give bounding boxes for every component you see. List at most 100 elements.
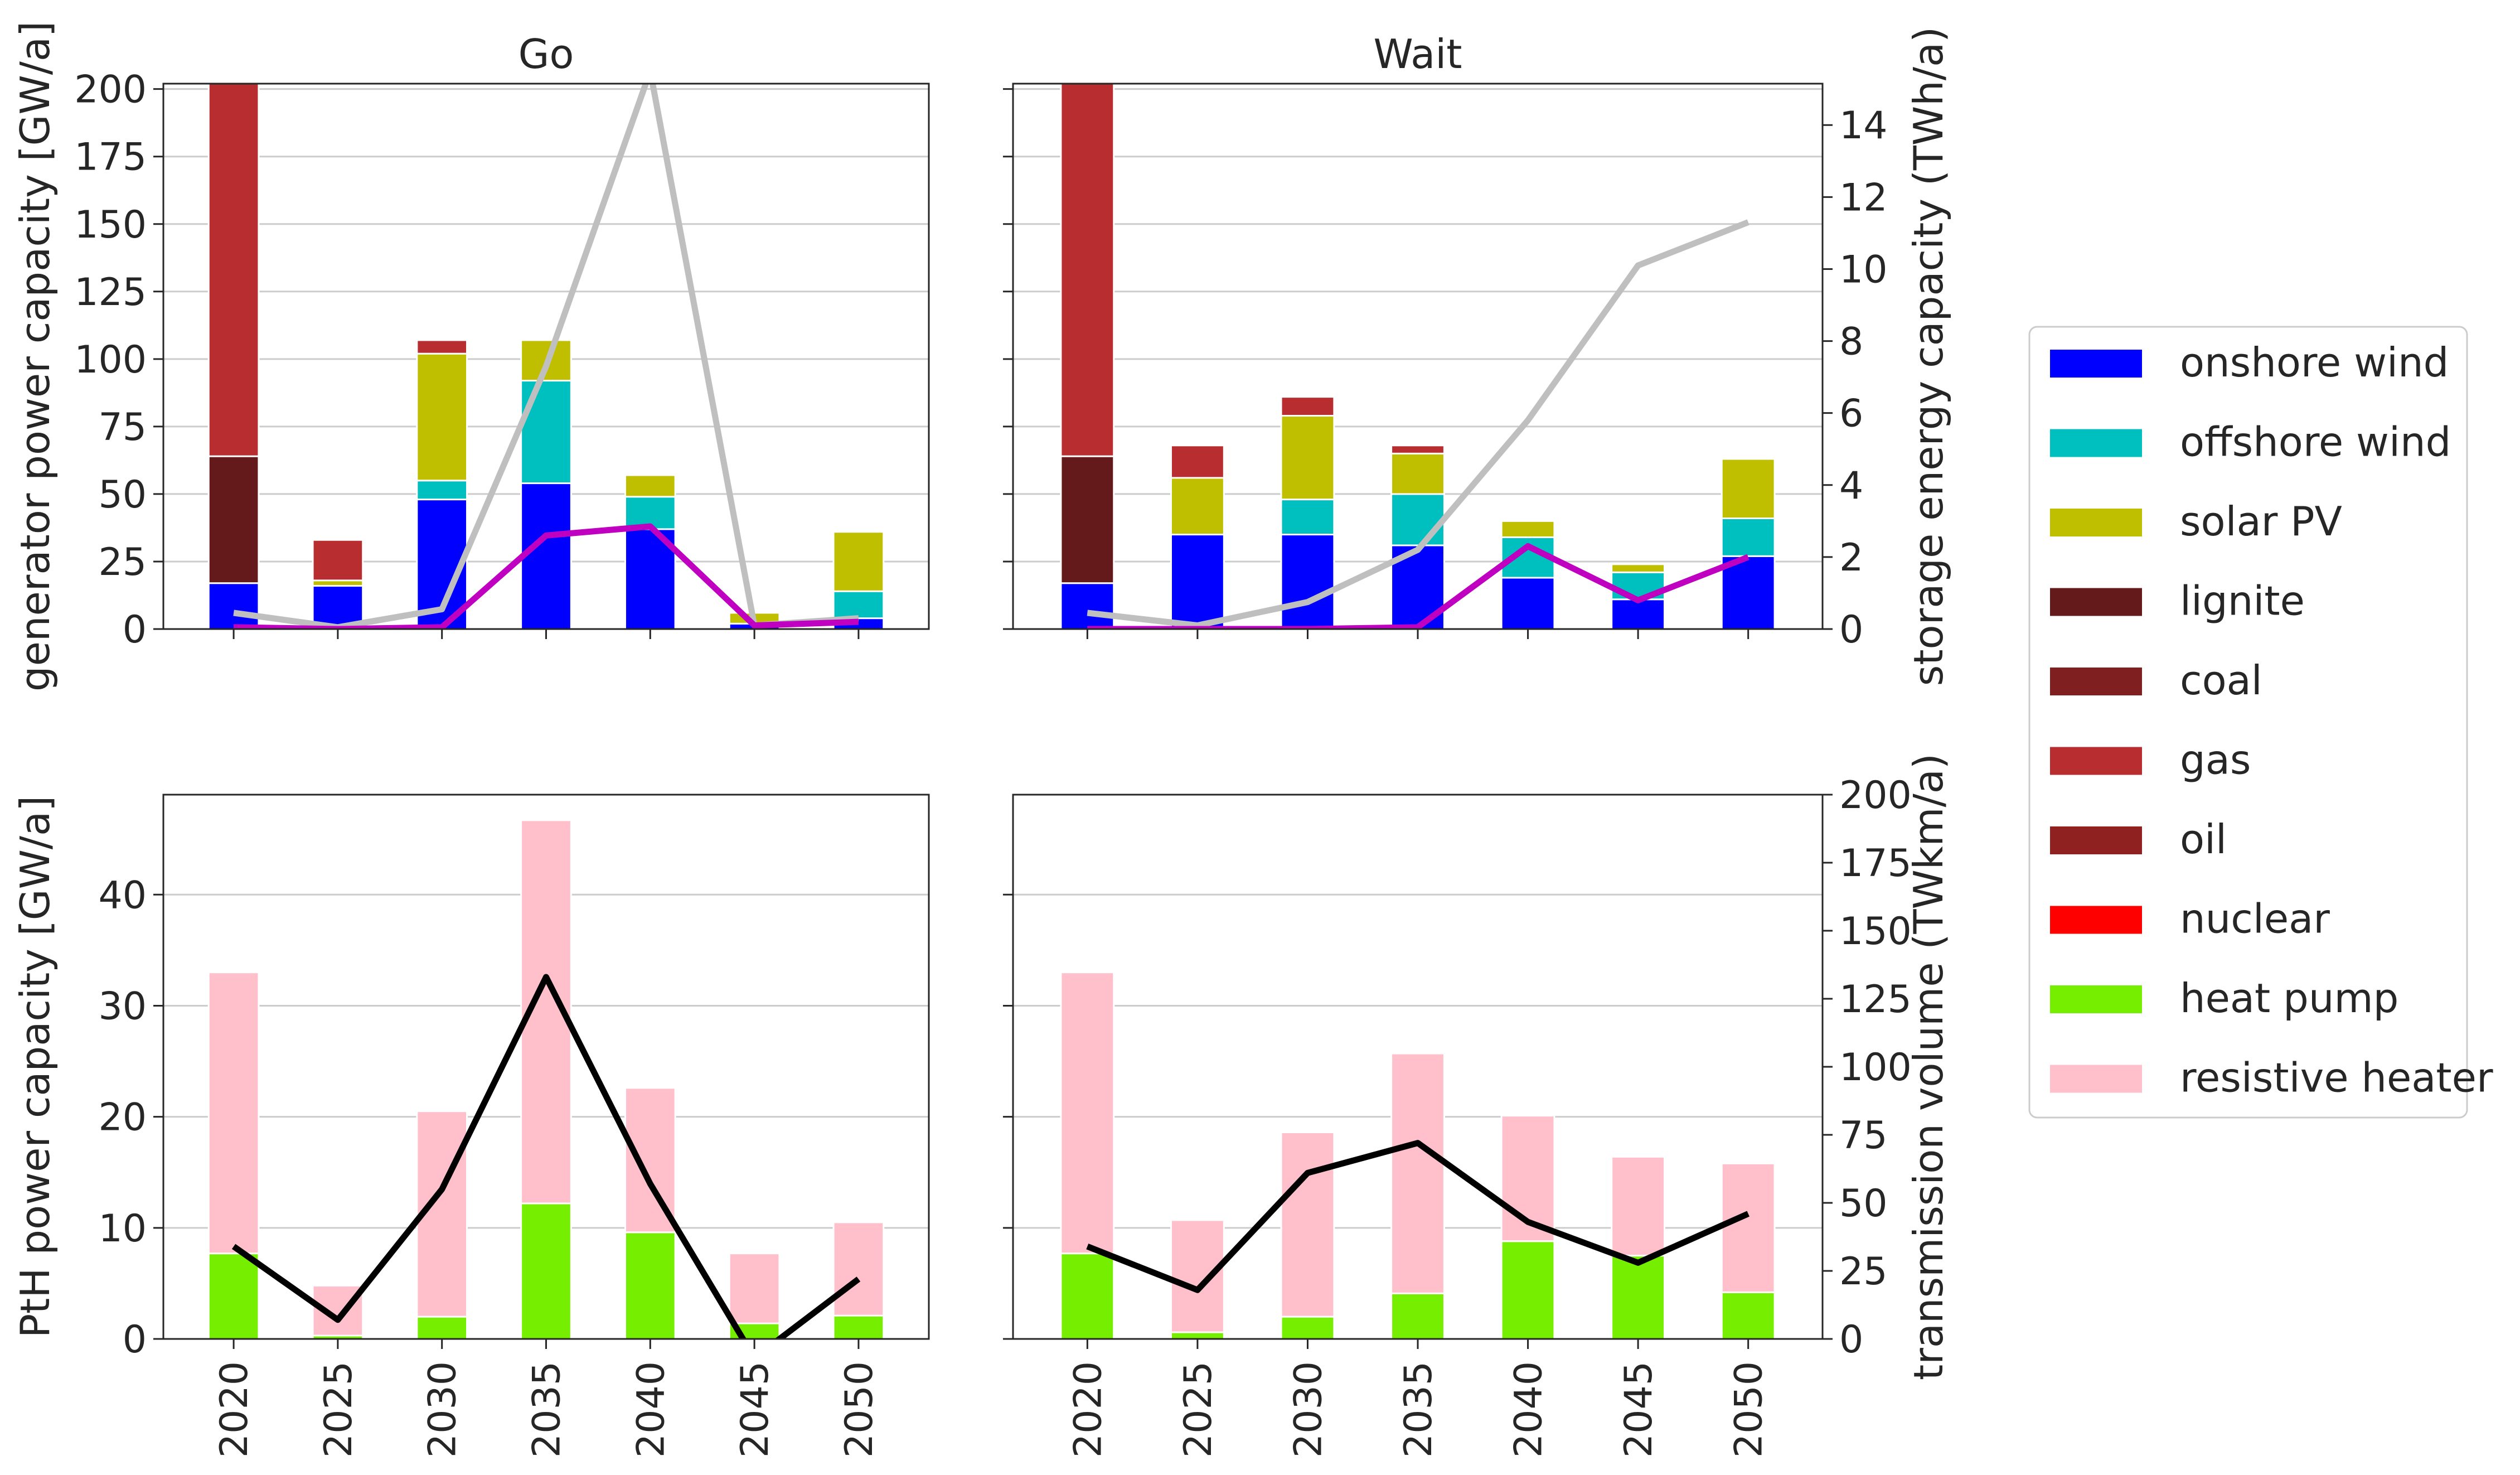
ytick-label: 125 xyxy=(74,270,147,315)
legend: onshore wind offshore wind solar PV lignite… xyxy=(2028,326,2493,1119)
xtick-label: 2030 xyxy=(1286,1361,1330,1458)
bar-onshore-wind-2045 xyxy=(1611,598,1666,629)
bar-solar-PV-2025 xyxy=(1170,477,1225,536)
bar-heat-pump-2040 xyxy=(624,1231,676,1339)
ytick-label: 0 xyxy=(123,1318,147,1362)
y2tick-label: 2 xyxy=(1839,536,1863,580)
y2tick-label: 75 xyxy=(1839,1114,1888,1158)
y2tick-label: 6 xyxy=(1839,392,1863,436)
xtick-label: 2020 xyxy=(1066,1361,1110,1458)
bars xyxy=(207,819,885,1339)
bar-solar-PV-2030 xyxy=(416,352,468,482)
panel-go_top: 0 25 50 75 100 125 150 175 200 Go generator power … xyxy=(12,21,930,691)
xtick-label: 2045 xyxy=(1617,1361,1661,1458)
bar-resistive-heater-2045 xyxy=(728,1252,781,1324)
bar-gas-2030 xyxy=(1280,396,1335,417)
xtick-label: 2045 xyxy=(733,1361,777,1458)
bar-resistive-heater-2025 xyxy=(1170,1219,1225,1333)
bar-lignite-2020 xyxy=(1060,455,1115,584)
bar-heat-pump-2035 xyxy=(520,1202,572,1339)
xtick-label: 2050 xyxy=(1727,1361,1771,1458)
bar-gas-2025 xyxy=(1170,444,1225,479)
ytick-label: 20 xyxy=(98,1096,147,1140)
series-line-1 xyxy=(1087,543,1750,629)
y2tick-label: 4 xyxy=(1839,464,1863,508)
panel-title: Go xyxy=(518,31,574,78)
bar-onshore-wind-2040 xyxy=(1500,577,1555,629)
bar-onshore-wind-2020 xyxy=(1060,582,1115,629)
ytick-label: 75 xyxy=(98,405,147,449)
legend-swatch-onshore-wind xyxy=(2050,350,2142,378)
y2tick-label: 200 xyxy=(1839,773,1912,818)
legend-label-onshore-wind: onshore wind xyxy=(2180,339,2449,386)
panel-title: Wait xyxy=(1374,31,1462,78)
series-line-0 xyxy=(231,974,861,1339)
legend-label-lignite: lignite xyxy=(2180,578,2305,625)
legend-label-solar-PV: solar PV xyxy=(2180,498,2342,545)
legend-swatch-gas xyxy=(2050,747,2142,775)
bar-solar-PV-2040 xyxy=(624,474,676,498)
ytick-label: 10 xyxy=(98,1207,147,1251)
bar-offshore-wind-2030 xyxy=(1280,499,1335,536)
bar-heat-pump-2045 xyxy=(1611,1255,1666,1339)
bar-heat-pump-2030 xyxy=(416,1316,468,1339)
bar-gas-2030 xyxy=(416,339,468,355)
y2tick-label: 14 xyxy=(1839,104,1888,148)
legend-label-offshore-wind: offshore wind xyxy=(2180,419,2451,466)
legend-swatch-offshore-wind xyxy=(2050,429,2142,457)
bar-resistive-heater-2035 xyxy=(1390,1052,1445,1294)
y2tick-label: 175 xyxy=(1839,842,1912,886)
bar-solar-PV-2050 xyxy=(832,531,885,592)
legend-label-nuclear: nuclear xyxy=(2180,896,2330,942)
bar-heat-pump-2040 xyxy=(1500,1240,1555,1339)
bar-resistive-heater-2045 xyxy=(1611,1155,1666,1257)
legend-swatch-solar-PV xyxy=(2050,509,2142,536)
bar-onshore-wind-2025 xyxy=(1170,534,1225,629)
bar-onshore-wind-2035 xyxy=(520,482,572,629)
legend-swatch-coal xyxy=(2050,668,2142,695)
xtick-label: 2050 xyxy=(837,1361,881,1458)
y2tick-label: 150 xyxy=(1839,910,1912,954)
bar-onshore-wind-2020 xyxy=(207,582,260,629)
bar-offshore-wind-2050 xyxy=(1721,517,1776,557)
bar-offshore-wind-2030 xyxy=(416,480,468,501)
bar-solar-PV-2045 xyxy=(1611,563,1666,573)
legend-label-oil: oil xyxy=(2180,816,2227,863)
ytick-label: 100 xyxy=(74,338,147,382)
series-line-0 xyxy=(1086,1140,1750,1293)
legend-swatch-oil xyxy=(2050,826,2142,854)
bar-heat-pump-2020 xyxy=(207,1252,260,1339)
bar-solar-PV-2040 xyxy=(1500,520,1555,538)
bar-solar-PV-2035 xyxy=(1390,452,1445,495)
ytick-label: 150 xyxy=(74,203,147,247)
bar-resistive-heater-2030 xyxy=(1280,1131,1335,1318)
bar-resistive-heater-2050 xyxy=(832,1221,885,1317)
bar-heat-pump-2030 xyxy=(1280,1316,1335,1339)
bar-gas-2020 xyxy=(207,84,260,457)
xtick-label: 2035 xyxy=(525,1361,569,1458)
legend-swatch-lignite xyxy=(2050,588,2142,616)
xtick-label: 2040 xyxy=(1507,1361,1551,1458)
bar-heat-pump-2020 xyxy=(1060,1252,1115,1339)
legend-label-gas: gas xyxy=(2180,737,2251,784)
y2tick-label: 125 xyxy=(1839,978,1912,1022)
y2tick-label: 12 xyxy=(1839,176,1888,220)
ytick-label: 50 xyxy=(98,473,147,517)
legend-label-coal: coal xyxy=(2180,657,2262,704)
bar-offshore-wind-2035 xyxy=(1390,493,1445,547)
panel-wait_top: 0 2 4 6 8 10 12 14 Wait storage energy capacity (… xyxy=(1003,27,1952,686)
ytick-label: 0 xyxy=(123,608,147,652)
bar-gas-2025 xyxy=(312,539,364,582)
y2tick-label: 50 xyxy=(1839,1182,1888,1226)
y2tick-label: 8 xyxy=(1839,320,1863,364)
bar-gas-2035 xyxy=(1390,444,1445,454)
ytick-label: 30 xyxy=(98,984,147,1028)
bar-heat-pump-2050 xyxy=(1721,1291,1776,1339)
y2tick-label: 25 xyxy=(1839,1250,1888,1294)
y2tick-label: 0 xyxy=(1839,608,1863,652)
series-line-1 xyxy=(234,523,859,629)
y-axis-label: generator power capacity [GW/a] xyxy=(12,21,59,691)
xtick-label: 2040 xyxy=(629,1361,673,1458)
